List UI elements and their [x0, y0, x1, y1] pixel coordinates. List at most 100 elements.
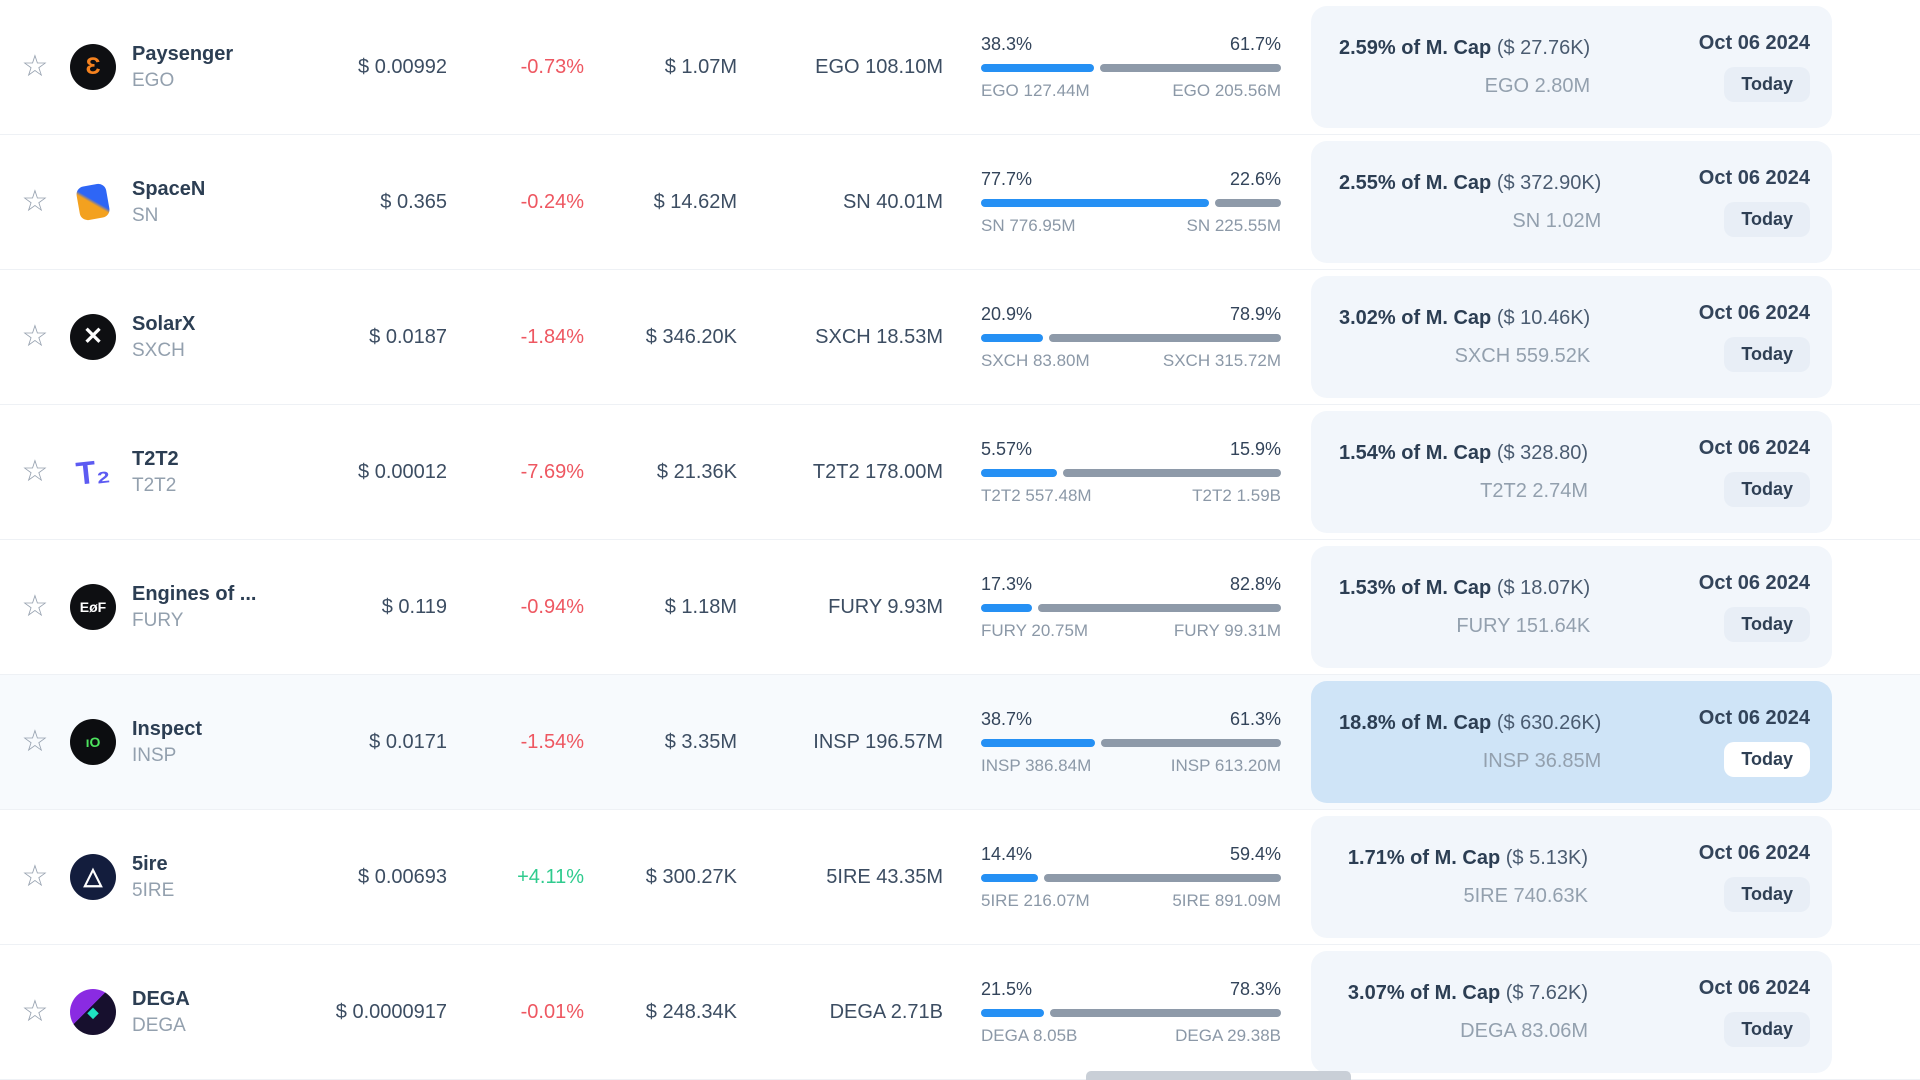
star-icon: ☆ — [21, 725, 49, 758]
token-cell[interactable]: ✕ SolarX SXCH — [70, 313, 300, 362]
mcap-token-amount-label: FURY 151.64K — [1456, 614, 1591, 637]
unlock-token-amount: SXCH 18.53M — [815, 325, 943, 348]
star-icon: ☆ — [21, 320, 49, 353]
progress-unlocked-segment — [981, 468, 1058, 477]
mcap-percent-label: 2.55% of M. Cap — [1339, 171, 1492, 194]
token-symbol: 5IRE — [132, 879, 175, 901]
progress-unlocked-segment — [981, 63, 1094, 72]
unlock-date: Oct 06 2024 — [1698, 437, 1810, 459]
unlock-date: Oct 06 2024 — [1698, 302, 1810, 324]
price-change-percent: -0.24% — [520, 190, 584, 213]
today-badge: Today — [1724, 67, 1810, 102]
next-unlock-panel: 1.54% of M. Cap ($ 328.80) T2T2 2.74M Oc… — [1311, 411, 1832, 533]
progress-unlocked-segment — [981, 603, 1032, 612]
unlock-date: Oct 06 2024 — [1698, 167, 1810, 189]
unlocked-amount-label: DEGA 8.05B — [981, 1025, 1078, 1045]
locked-percent-label: 78.9% — [1229, 303, 1281, 324]
unlock-token-amount: SN 40.01M — [842, 190, 943, 213]
token-cell[interactable]: ◆ DEGA DEGA — [70, 988, 300, 1037]
token-row[interactable]: ☆ EøF Engines of ... FURY $ 0.119 -0.94%… — [0, 540, 1920, 675]
token-symbol: EGO — [132, 69, 175, 91]
progress-locked-segment — [1063, 468, 1281, 477]
token-logo-icon: ıO — [70, 719, 116, 765]
favorite-star-button[interactable]: ☆ — [0, 457, 70, 487]
mcap-token-amount-label: INSP 36.85M — [1482, 749, 1602, 772]
mcap-percent-label: 1.53% of M. Cap — [1339, 576, 1492, 599]
price-change-percent: -7.69% — [520, 460, 584, 483]
locked-amount-label: SN 225.55M — [1186, 215, 1282, 235]
favorite-star-button[interactable]: ☆ — [0, 322, 70, 352]
price-change-percent: -0.94% — [520, 595, 584, 618]
token-symbol: SXCH — [132, 339, 185, 361]
token-name: Inspect — [132, 717, 203, 740]
mcap-token-amount-label: 5IRE 740.63K — [1463, 884, 1588, 907]
unlocked-percent-label: 38.3% — [981, 33, 1033, 54]
today-badge: Today — [1724, 1012, 1810, 1047]
horizontal-scrollbar-thumb[interactable] — [1086, 1071, 1351, 1080]
next-unlock-panel: 2.55% of M. Cap ($ 372.90K) SN 1.02M Oct… — [1311, 141, 1832, 263]
favorite-star-button[interactable]: ☆ — [0, 727, 70, 757]
unlock-progress-group: 5.57% 15.9% T2T2 557.48M T2T2 1.59B — [981, 439, 1281, 506]
unlocked-amount-label: EGO 127.44M — [981, 80, 1090, 100]
favorite-star-button[interactable]: ☆ — [0, 862, 70, 892]
token-cell[interactable]: EøF Engines of ... FURY — [70, 583, 300, 632]
token-cell[interactable]: T₂ T2T2 T2T2 — [70, 448, 300, 497]
token-row[interactable]: ☆ △ 5ire 5IRE $ 0.00693 +4.11% $ 300.27K… — [0, 810, 1920, 945]
token-row[interactable]: ☆ T₂ T2T2 T2T2 $ 0.00012 -7.69% $ 21.36K… — [0, 405, 1920, 540]
token-row[interactable]: ☆ ◆ DEGA DEGA $ 0.0000917 -0.01% $ 248.3… — [0, 945, 1920, 1080]
unlock-progress-group: 38.7% 61.3% INSP 386.84M INSP 613.20M — [981, 709, 1281, 776]
mcap-percent-label: 1.71% of M. Cap — [1347, 846, 1501, 869]
mcap-token-amount-label: SXCH 559.52K — [1454, 344, 1591, 367]
mcap-percent-label: 1.54% of M. Cap — [1339, 441, 1492, 464]
progress-locked-segment — [1037, 603, 1281, 612]
token-cell[interactable]: △ 5ire 5IRE — [70, 853, 300, 902]
token-cell[interactable]: SpaceN SN — [70, 178, 300, 227]
unlock-value-usd: $ 1.07M — [664, 55, 737, 78]
unlock-progress-group: 38.3% 61.7% EGO 127.44M EGO 205.56M — [981, 34, 1281, 101]
unlock-date: Oct 06 2024 — [1698, 572, 1810, 594]
unlock-token-amount: T2T2 178.00M — [812, 460, 943, 483]
token-price: $ 0.0000917 — [335, 1000, 447, 1023]
next-unlock-panel: 3.02% of M. Cap ($ 10.46K) SXCH 559.52K … — [1311, 276, 1832, 398]
favorite-star-button[interactable]: ☆ — [0, 592, 70, 622]
locked-amount-label: SXCH 315.72M — [1162, 350, 1281, 370]
token-cell[interactable]: ıO Inspect INSP — [70, 718, 300, 767]
unlock-value-usd: $ 1.18M — [664, 595, 737, 618]
token-price: $ 0.0187 — [369, 325, 447, 348]
token-row[interactable]: ☆ SpaceN SN $ 0.365 -0.24% $ 14.62M SN 4… — [0, 135, 1920, 270]
unlocked-amount-label: INSP 386.84M — [981, 755, 1092, 775]
favorite-star-button[interactable]: ☆ — [0, 52, 70, 82]
token-cell[interactable]: Ɛ Paysenger EGO — [70, 43, 300, 92]
token-row[interactable]: ☆ Ɛ Paysenger EGO $ 0.00992 -0.73% $ 1.0… — [0, 0, 1920, 135]
locked-amount-label: T2T2 1.59B — [1192, 485, 1281, 505]
locked-amount-label: 5IRE 891.09M — [1172, 890, 1281, 910]
mcap-token-amount-label: DEGA 83.06M — [1460, 1019, 1588, 1042]
token-name: SolarX — [132, 312, 196, 335]
unlock-progress-group: 20.9% 78.9% SXCH 83.80M SXCH 315.72M — [981, 304, 1281, 371]
next-unlock-panel: 3.07% of M. Cap ($ 7.62K) DEGA 83.06M Oc… — [1311, 951, 1832, 1073]
star-icon: ☆ — [21, 455, 49, 488]
progress-locked-segment — [1044, 873, 1281, 882]
favorite-star-button[interactable]: ☆ — [0, 997, 70, 1027]
token-logo-icon: Ɛ — [70, 44, 116, 90]
unlock-progress-group: 14.4% 59.4% 5IRE 216.07M 5IRE 891.09M — [981, 844, 1281, 911]
unlock-progress-bar — [981, 63, 1281, 72]
star-icon: ☆ — [21, 590, 49, 623]
unlock-progress-bar — [981, 873, 1281, 882]
locked-amount-label: INSP 613.20M — [1170, 755, 1281, 775]
mcap-usd-label: ($ 372.90K) — [1496, 171, 1602, 194]
token-row[interactable]: ☆ ıO Inspect INSP $ 0.0171 -1.54% $ 3.35… — [0, 675, 1920, 810]
locked-amount-label: EGO 205.56M — [1172, 80, 1281, 100]
unlocked-percent-label: 77.7% — [981, 168, 1033, 189]
token-symbol: DEGA — [132, 1014, 186, 1036]
next-unlock-panel: 1.71% of M. Cap ($ 5.13K) 5IRE 740.63K O… — [1311, 816, 1832, 938]
mcap-percent-label: 3.07% of M. Cap — [1347, 981, 1501, 1004]
token-name: T2T2 — [132, 447, 179, 470]
token-row[interactable]: ☆ ✕ SolarX SXCH $ 0.0187 -1.84% $ 346.20… — [0, 270, 1920, 405]
mcap-usd-label: ($ 630.26K) — [1496, 711, 1602, 734]
unlock-value-usd: $ 248.34K — [645, 1000, 737, 1023]
favorite-star-button[interactable]: ☆ — [0, 187, 70, 217]
token-price: $ 0.00992 — [358, 55, 447, 78]
mcap-usd-label: ($ 7.62K) — [1505, 981, 1588, 1004]
token-price: $ 0.00693 — [358, 865, 447, 888]
